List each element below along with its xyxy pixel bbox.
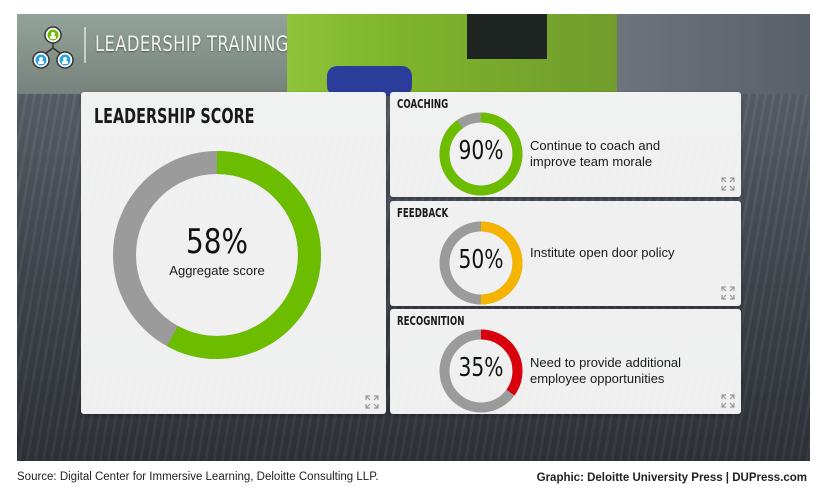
card-description: Institute open door policy: [530, 245, 730, 261]
team-hierarchy-icon: [32, 26, 74, 69]
card-title: COACHING: [397, 97, 449, 111]
score-value: 50%: [458, 245, 504, 275]
recognition-donut: [439, 329, 523, 413]
description-line: improve team morale: [530, 154, 653, 169]
description-line: employee opportunities: [530, 371, 665, 386]
feedback-card: FEEDBACK 50% Institute open door policy: [390, 201, 741, 306]
expand-icon[interactable]: [721, 286, 735, 300]
leadership-score-donut: [113, 151, 321, 359]
source-note: Source: Digital Center for Immersive Lea…: [17, 471, 379, 483]
description-line: Continue to coach and: [530, 138, 661, 153]
page-title: LEADERSHIP TRAINING: [95, 32, 289, 56]
expand-icon[interactable]: [365, 395, 379, 409]
header-divider: [84, 27, 86, 63]
description-line: Need to provide additional: [530, 355, 682, 370]
card-title: RECOGNITION: [397, 314, 465, 328]
recognition-card: RECOGNITION 35% Need to provide addition…: [390, 309, 741, 414]
coaching-donut: [439, 112, 523, 196]
description-line: Institute open door policy: [530, 245, 675, 260]
card-description: Continue to coach and improve team moral…: [530, 138, 730, 170]
score-value: 35%: [458, 353, 504, 383]
graphic-credit: Graphic: Deloitte University Press | DUP…: [536, 472, 807, 484]
card-description: Need to provide additional employee oppo…: [530, 355, 730, 387]
coaching-card: COACHING 90% Continue to coach and impro…: [390, 92, 741, 197]
feedback-donut: [439, 221, 523, 305]
score-value: 58%: [186, 222, 248, 262]
expand-icon[interactable]: [721, 177, 735, 191]
background-sofa: [327, 66, 412, 96]
score-value: 90%: [458, 136, 504, 166]
card-title: LEADERSHIP SCORE: [94, 104, 255, 128]
card-title: FEEDBACK: [397, 206, 449, 220]
background-wall-screen: [467, 14, 547, 59]
score-label: Aggregate score: [169, 263, 265, 278]
leadership-score-card: LEADERSHIP SCORE 58% Aggregate score: [81, 92, 386, 414]
expand-icon[interactable]: [721, 394, 735, 408]
